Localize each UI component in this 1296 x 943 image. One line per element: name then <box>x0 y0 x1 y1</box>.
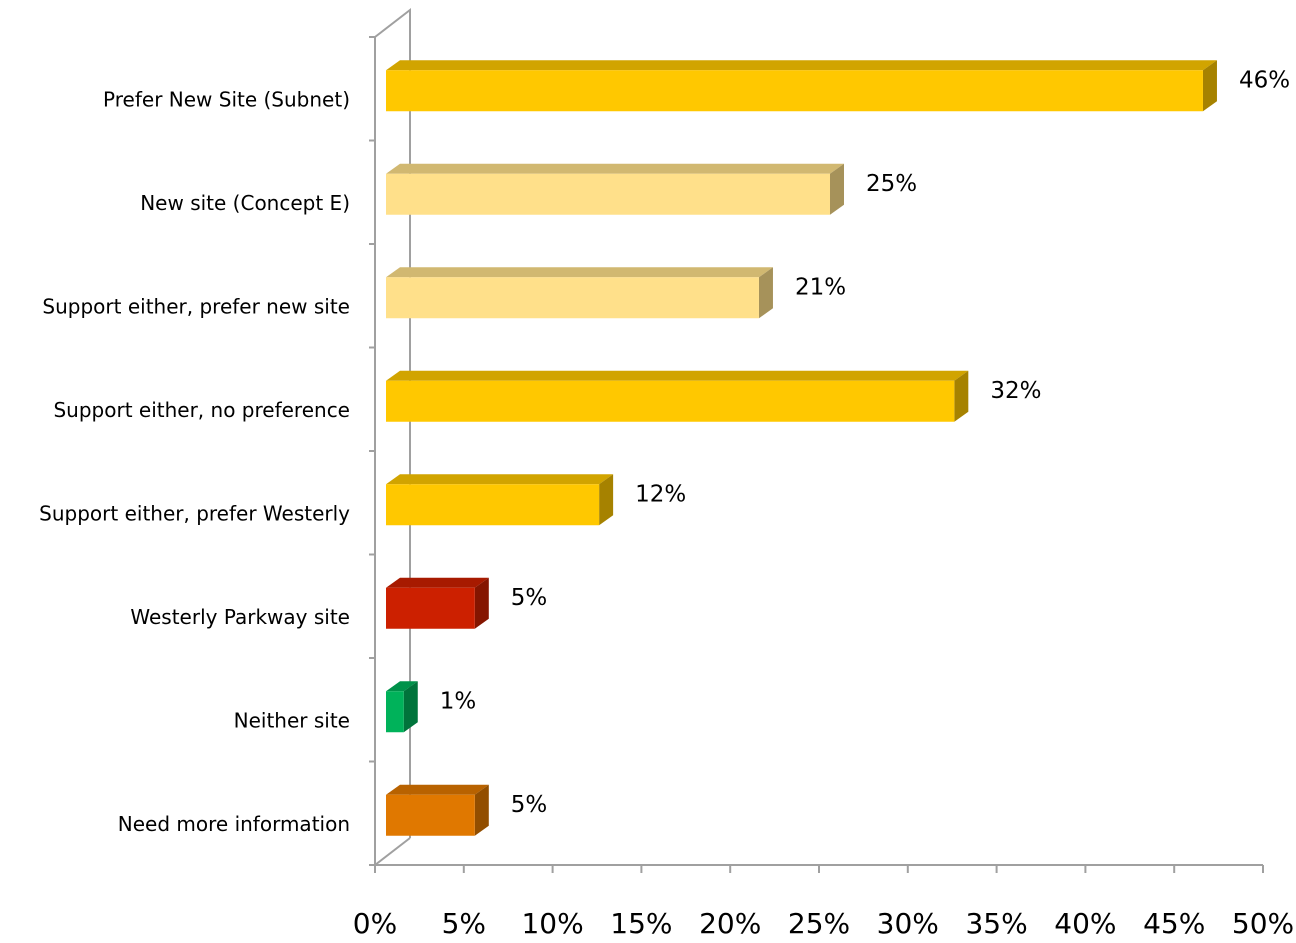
category-label: New site (Concept E) <box>140 191 350 215</box>
bar-side <box>474 784 489 836</box>
bar-side <box>599 474 614 526</box>
value-label: 1% <box>440 688 477 714</box>
x-tick-label: 40% <box>1054 907 1116 940</box>
bar <box>386 267 773 319</box>
bar-top <box>386 60 1217 71</box>
bar-front <box>386 70 1203 112</box>
x-tick-label: 35% <box>965 907 1027 940</box>
x-tick-label: 25% <box>788 907 850 940</box>
bar-top <box>386 267 773 278</box>
value-label: 32% <box>990 378 1041 404</box>
bar-front <box>386 380 955 422</box>
bar-front <box>386 277 759 319</box>
category-label: Support either, no preference <box>53 398 350 422</box>
bar-side <box>830 163 844 215</box>
bar-top <box>386 474 614 485</box>
bar <box>386 60 1217 112</box>
x-tick-label: 15% <box>610 907 672 940</box>
bar-top <box>386 681 418 692</box>
category-label: Need more information <box>118 812 350 836</box>
x-tick-label: 10% <box>521 907 583 940</box>
category-label: Prefer New Site (Subnet) <box>103 87 350 111</box>
x-tick-label: 0% <box>353 907 397 940</box>
value-label: 12% <box>635 481 686 507</box>
value-label: 21% <box>795 274 846 300</box>
category-label: Support either, prefer Westerly <box>39 501 350 525</box>
x-tick-label: 50% <box>1232 907 1294 940</box>
value-label: 5% <box>511 585 548 611</box>
category-label: Westerly Parkway site <box>130 605 350 629</box>
bar-front <box>386 691 404 733</box>
bar-top <box>386 370 969 381</box>
bar <box>386 474 614 526</box>
back-wall <box>374 7 411 838</box>
category-label: Neither site <box>234 708 350 732</box>
bar <box>386 681 418 733</box>
bar-front <box>386 173 830 215</box>
bar <box>386 577 489 629</box>
category-label: Support either, prefer new site <box>42 294 350 318</box>
bar <box>386 370 969 422</box>
bar-side <box>1202 60 1217 112</box>
x-tick-label: 30% <box>877 907 939 940</box>
bar-side <box>758 267 773 319</box>
value-label: 46% <box>1239 67 1290 93</box>
bar <box>386 163 844 215</box>
bar-top <box>386 163 844 174</box>
bar-side <box>474 577 489 629</box>
x-tick-label: 20% <box>699 907 761 940</box>
axis-wall <box>374 7 1263 866</box>
x-tick-label: 45% <box>1143 907 1205 940</box>
bar <box>386 784 489 836</box>
x-tick-label: 5% <box>442 907 486 940</box>
value-label: 5% <box>511 792 548 818</box>
bar-top <box>386 577 489 588</box>
bar-top <box>386 784 489 795</box>
bar-front <box>386 794 475 836</box>
bar-side <box>403 681 418 733</box>
value-label: 25% <box>866 171 917 197</box>
floor-edge <box>374 837 411 866</box>
bar-side <box>954 370 969 422</box>
bar-front <box>386 484 600 526</box>
bar-front <box>386 587 475 629</box>
